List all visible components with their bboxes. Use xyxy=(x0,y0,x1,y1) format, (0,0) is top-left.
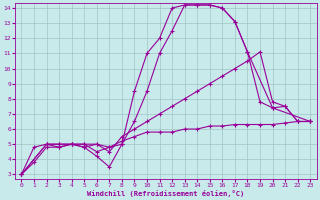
X-axis label: Windchill (Refroidissement éolien,°C): Windchill (Refroidissement éolien,°C) xyxy=(87,190,244,197)
